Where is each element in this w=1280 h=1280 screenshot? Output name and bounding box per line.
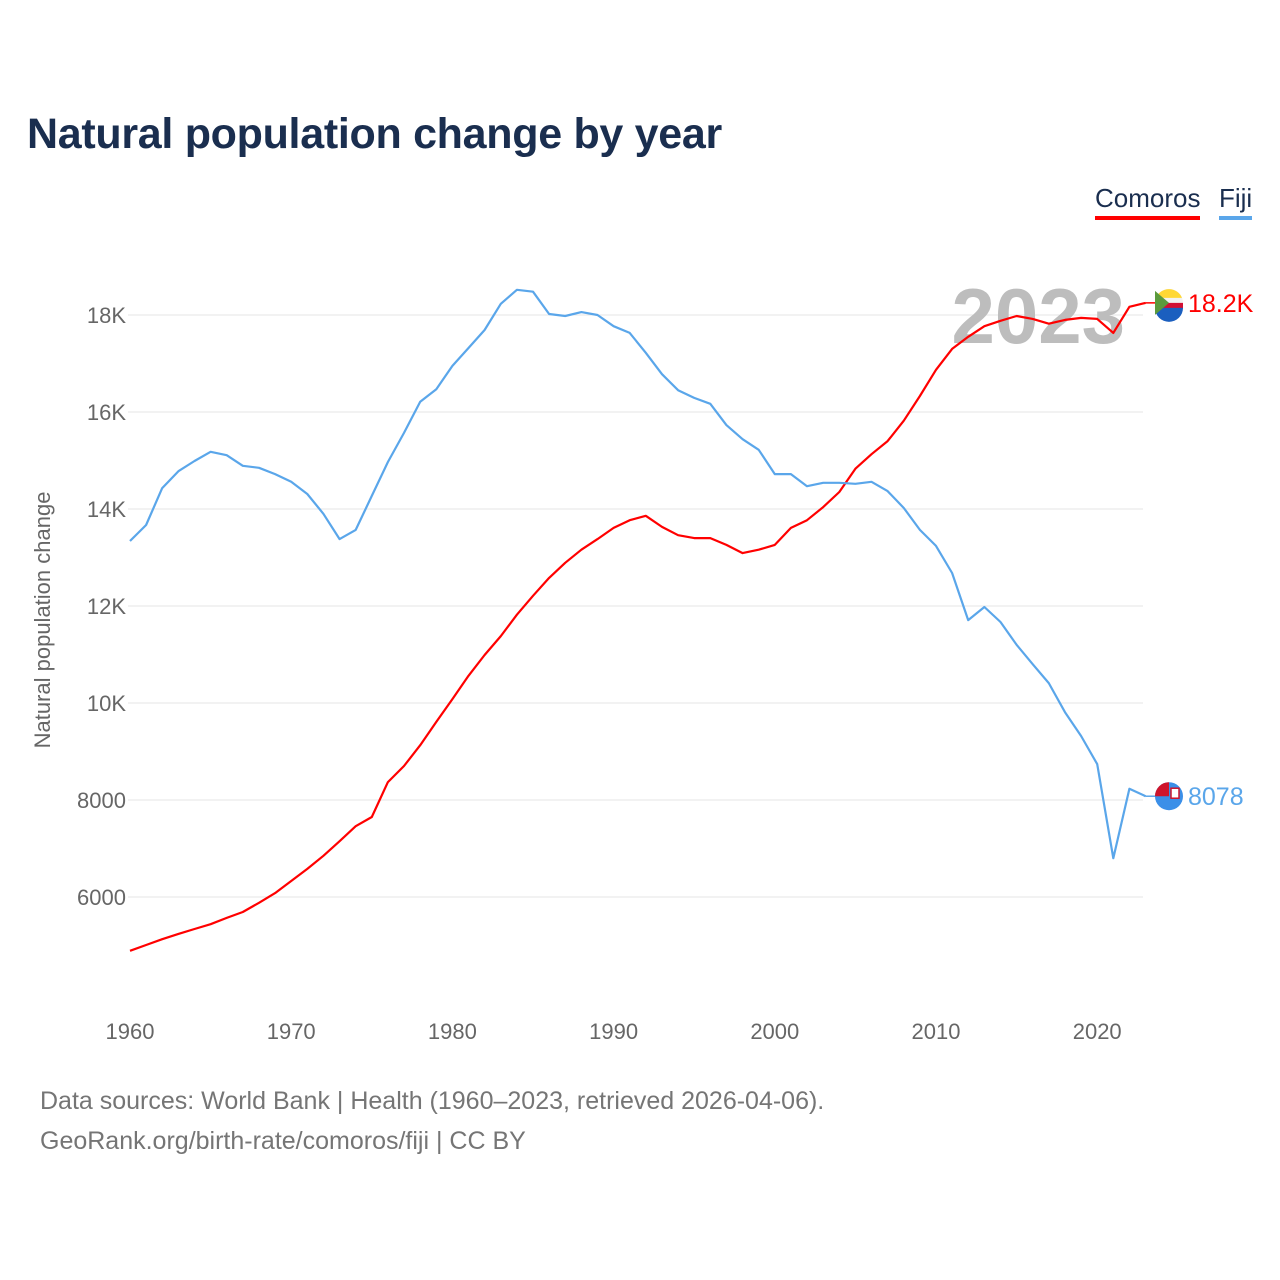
y-tick-label: 6000	[77, 885, 126, 910]
source-line: Data sources: World Bank | Health (1960–…	[40, 1087, 825, 1115]
end-value-label-comoros: 18.2K	[1188, 290, 1254, 318]
end-value-label-fiji: 8078	[1188, 783, 1244, 811]
x-tick-label: 1970	[267, 1019, 316, 1044]
legend-item-fiji[interactable]: Fiji	[1219, 183, 1253, 220]
flag-canton	[1155, 782, 1169, 797]
x-tick-label: 1980	[428, 1019, 477, 1044]
x-tick-label: 2000	[750, 1019, 799, 1044]
y-tick-label: 18K	[87, 303, 126, 328]
flag-triangle	[1155, 290, 1169, 315]
source-link-line: GeoRank.org/birth-rate/comoros/fiji | CC…	[40, 1127, 526, 1155]
x-tick-label: 2020	[1073, 1019, 1122, 1044]
y-tick-label: 12K	[87, 594, 126, 619]
y-tick-label: 16K	[87, 400, 126, 425]
flag-shield	[1170, 787, 1180, 799]
x-tick-label: 1990	[589, 1019, 638, 1044]
year-label: 2023	[951, 272, 1125, 360]
x-tick-label: 2010	[912, 1019, 961, 1044]
flag-stripe	[1156, 289, 1182, 298]
flag-stripe	[1155, 307, 1183, 322]
y-tick-label: 14K	[87, 497, 126, 522]
y-axis-label: Natural population change	[30, 492, 55, 749]
y-tick-label: 10K	[87, 691, 126, 716]
series-line-fiji	[129, 288, 1147, 860]
y-tick-label: 8000	[77, 788, 126, 813]
chart-title: Natural population change by year	[27, 110, 722, 158]
legend-item-comoros[interactable]: Comoros	[1095, 183, 1201, 220]
series-line-comoros	[129, 301, 1146, 952]
x-tick-label: 1960	[106, 1019, 155, 1044]
flag-stripe	[1155, 302, 1183, 309]
